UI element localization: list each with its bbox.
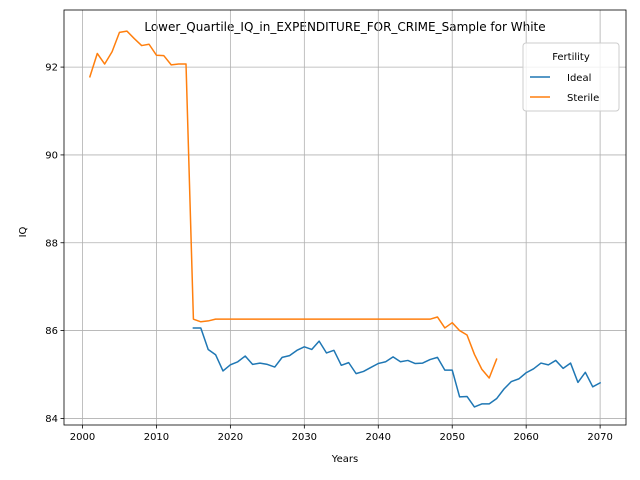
y-tick-label: 88 [45, 238, 58, 249]
x-tick-label: 2030 [292, 432, 317, 443]
y-tick-label: 86 [45, 326, 58, 337]
series-lines [88, 30, 602, 408]
legend-title: Fertility [552, 52, 590, 63]
y-tick-label: 90 [45, 150, 58, 161]
x-axis-label: Years [331, 454, 358, 465]
x-tick-label: 2040 [366, 432, 391, 443]
x-tick-label: 2000 [70, 432, 95, 443]
y-axis-label: IQ [18, 226, 29, 237]
legend-label-sterile: Sterile [567, 93, 599, 104]
y-tick-label: 84 [45, 414, 58, 425]
legend: Fertility Ideal Sterile [522, 42, 620, 112]
x-tick-label: 2010 [144, 432, 169, 443]
series-line-ideal [192, 327, 602, 408]
x-tick-label: 2050 [439, 432, 464, 443]
axis-ticks: 2000 2010 2020 2030 2040 2050 2060 2070 84 86 88 90… [45, 63, 613, 443]
x-tick-label: 2020 [218, 432, 243, 443]
y-tick-label: 92 [45, 63, 58, 74]
x-tick-label: 2060 [513, 432, 538, 443]
x-tick-label: 2070 [587, 432, 612, 443]
chart-title: Lower_Quartile_IQ_in_EXPENDITURE_FOR_CRI… [144, 20, 545, 34]
plot-frame [63, 9, 627, 426]
legend-label-ideal: Ideal [567, 73, 591, 84]
legend-box [522, 42, 620, 112]
series-line-sterile [88, 30, 498, 379]
